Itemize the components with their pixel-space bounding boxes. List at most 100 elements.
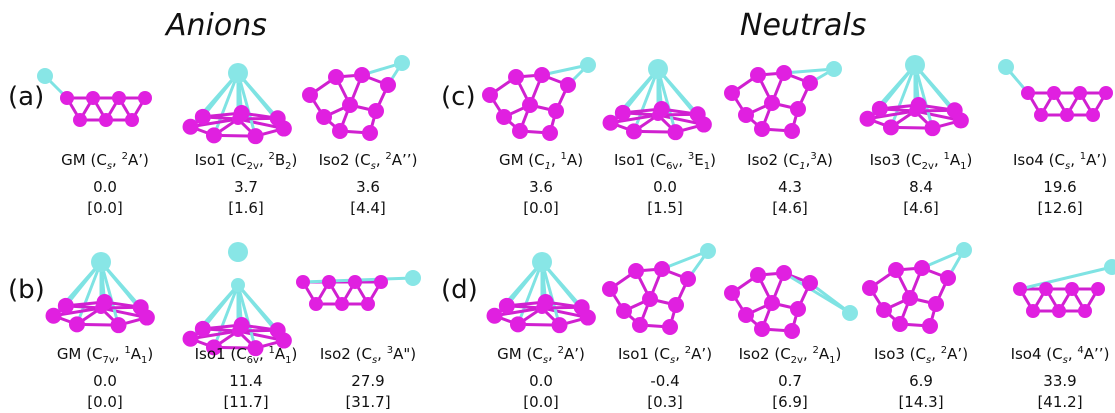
boron-atom xyxy=(138,91,152,105)
boron-atom xyxy=(110,317,127,334)
isomer-label: Iso2 (C1,3A) xyxy=(747,151,833,172)
bond xyxy=(75,260,103,326)
boron-atom xyxy=(182,330,199,347)
boron-atom xyxy=(754,321,770,337)
boron-atom xyxy=(95,302,107,314)
boron-atom xyxy=(724,85,740,101)
relative-energy: -0.4 xyxy=(650,372,680,390)
bond xyxy=(189,117,240,129)
caption-a-0: GM (Cs, 2A’) 0.0 [0.0] xyxy=(30,146,180,219)
dopant-atom xyxy=(37,68,53,84)
molecule-d-gm xyxy=(486,252,596,334)
bracket-energy: [0.0] xyxy=(523,199,559,217)
boron-atom xyxy=(275,332,292,349)
boron-atom xyxy=(335,297,349,311)
dopant-atom xyxy=(394,55,410,71)
caption-d-2: Iso2 (C2v, 2A1) 0.7 [6.9] xyxy=(715,340,865,413)
bond xyxy=(99,260,121,327)
bond xyxy=(52,306,103,318)
boron-atom xyxy=(784,123,800,139)
boron-atom xyxy=(498,297,515,314)
boron-atom xyxy=(628,263,644,279)
boron-atom xyxy=(614,104,631,121)
boron-atom xyxy=(328,69,344,85)
boron-atom xyxy=(1052,304,1066,318)
boron-atom xyxy=(642,291,658,307)
boron-atom xyxy=(342,97,358,113)
boron-atom xyxy=(790,301,806,317)
boron-atom xyxy=(275,120,292,137)
molecule-c-iso2 xyxy=(724,61,842,139)
bond xyxy=(201,283,240,331)
boron-atom xyxy=(862,280,878,296)
bond xyxy=(236,283,280,332)
dopant-atom xyxy=(228,242,248,262)
boron-atom xyxy=(45,307,62,324)
bond xyxy=(889,63,917,129)
panel-label-b: (b) xyxy=(8,275,45,305)
bracket-energy: [12.6] xyxy=(1037,199,1083,217)
bond xyxy=(660,249,710,271)
isomer-label: Iso3 (C2v, 1A1) xyxy=(869,151,973,172)
boron-atom xyxy=(882,119,899,136)
molecule-a-iso2 xyxy=(302,55,410,141)
bond xyxy=(1018,265,1114,291)
bond xyxy=(236,71,280,120)
molecule-c-iso4 xyxy=(998,59,1113,122)
boron-atom xyxy=(871,100,888,117)
bond xyxy=(236,283,258,350)
boron-atom xyxy=(182,118,199,135)
boron-atom xyxy=(909,105,921,117)
dopant-atom xyxy=(826,61,842,77)
boron-atom xyxy=(86,91,100,105)
boron-atom xyxy=(348,275,362,289)
boron-atom xyxy=(754,121,770,137)
boron-atom xyxy=(548,103,564,119)
dopant-atom xyxy=(700,243,716,259)
bond xyxy=(609,113,660,125)
boron-atom xyxy=(112,91,126,105)
dopant-atom xyxy=(1104,259,1115,275)
boron-atom xyxy=(486,307,503,324)
boron-atom xyxy=(1078,304,1092,318)
bond xyxy=(782,67,836,75)
boron-atom xyxy=(322,275,336,289)
boron-atom xyxy=(750,67,766,83)
boron-atom xyxy=(380,77,396,93)
boron-atom xyxy=(602,114,619,131)
boron-atom xyxy=(924,120,941,137)
boron-atom xyxy=(914,260,930,276)
relative-energy: 0.7 xyxy=(778,372,802,390)
bond xyxy=(189,329,240,341)
boron-atom xyxy=(888,262,904,278)
boron-atom xyxy=(542,125,558,141)
boron-atom xyxy=(508,69,524,85)
bond xyxy=(632,67,660,133)
panel-label-a: (a) xyxy=(8,82,45,112)
boron-atom xyxy=(876,302,892,318)
boron-atom xyxy=(654,261,670,277)
isomer-label: Iso1 (Cs, 2A’) xyxy=(617,345,713,366)
boron-atom xyxy=(802,75,818,91)
bracket-energy: [1.6] xyxy=(228,199,264,217)
bracket-energy: [41.2] xyxy=(1037,393,1083,411)
boron-atom xyxy=(296,275,310,289)
boron-atom xyxy=(1013,282,1027,296)
isomer-label: Iso2 (Cs, 3A") xyxy=(319,345,417,366)
molecule-a-gm xyxy=(37,68,152,127)
isomer-label: GM (Cs, 2A’) xyxy=(497,345,585,366)
boron-atom xyxy=(1060,108,1074,122)
caption-c-1: Iso1 (C6v, 3E1) 0.0 [1.5] xyxy=(590,146,740,219)
dopant-atom xyxy=(842,305,858,321)
bracket-energy: [14.3] xyxy=(898,393,944,411)
boron-atom xyxy=(952,112,969,129)
boron-atom xyxy=(1065,282,1079,296)
bracket-energy: [1.5] xyxy=(647,199,683,217)
panel-label-c: (c) xyxy=(441,82,476,112)
boron-atom xyxy=(764,95,780,111)
dopant-atom xyxy=(532,252,552,272)
boron-atom xyxy=(194,320,211,337)
neutrals-header: Neutrals xyxy=(740,8,867,43)
boron-atom xyxy=(302,87,318,103)
boron-atom xyxy=(668,297,684,313)
